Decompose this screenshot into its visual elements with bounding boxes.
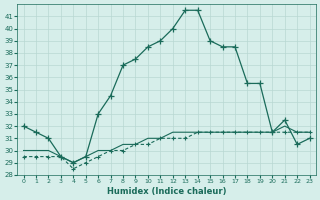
X-axis label: Humidex (Indice chaleur): Humidex (Indice chaleur) — [107, 187, 226, 196]
